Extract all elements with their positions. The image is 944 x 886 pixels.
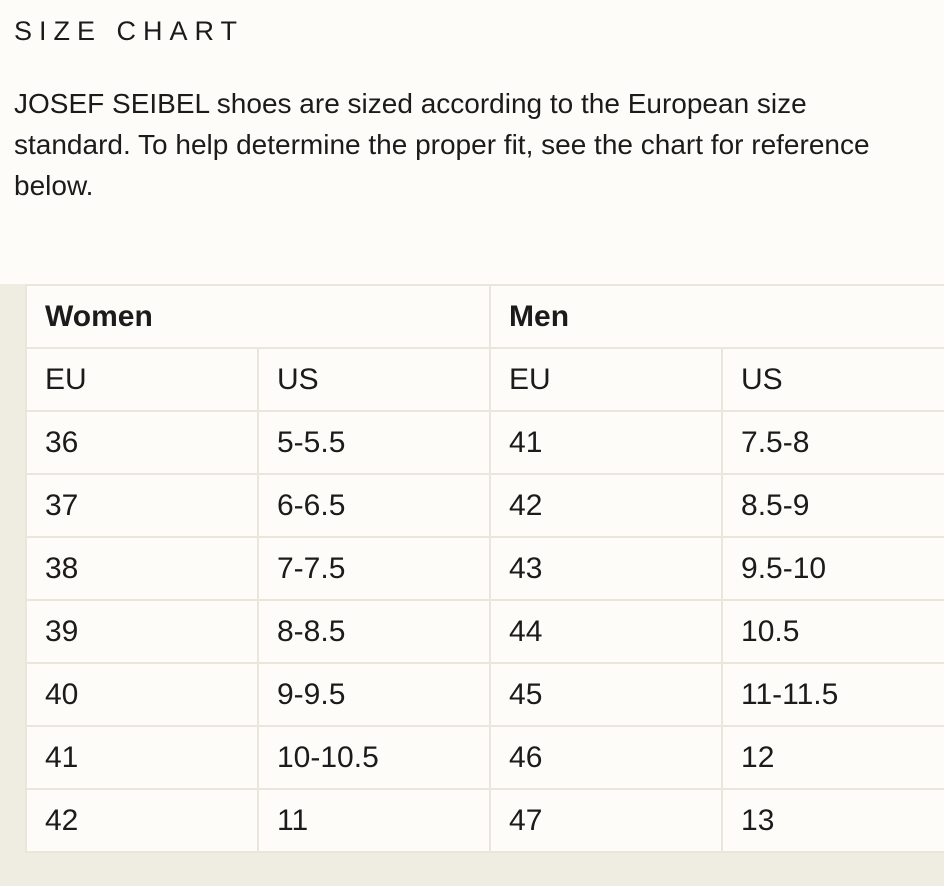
table-row: 42 11 47 13 — [25, 788, 944, 853]
table-row: 36 5-5.5 41 7.5-8 — [25, 410, 944, 475]
column-header-women-eu: EU — [25, 347, 259, 412]
cell-women-us: 7-7.5 — [256, 536, 492, 601]
column-header-men-eu: EU — [489, 347, 724, 412]
table-row: 40 9-9.5 45 11-11.5 — [25, 662, 944, 727]
column-header-row: EU US EU US — [25, 347, 944, 412]
cell-men-eu: 42 — [489, 473, 724, 538]
cell-women-eu: 39 — [25, 599, 259, 664]
cell-men-eu: 43 — [489, 536, 724, 601]
cell-women-eu: 42 — [25, 788, 259, 853]
cell-women-eu: 40 — [25, 662, 259, 727]
cell-men-us: 11-11.5 — [721, 662, 944, 727]
cell-men-eu: 44 — [489, 599, 724, 664]
size-chart-table: Women Men EU US EU US 36 5-5.5 41 7.5-8 — [25, 284, 944, 853]
cell-men-us: 8.5-9 — [721, 473, 944, 538]
table-row: 37 6-6.5 42 8.5-9 — [25, 473, 944, 538]
column-header-women-us: US — [256, 347, 492, 412]
cell-women-us: 10-10.5 — [256, 725, 492, 790]
cell-men-eu: 41 — [489, 410, 724, 475]
cell-women-us: 6-6.5 — [256, 473, 492, 538]
cell-women-eu: 41 — [25, 725, 259, 790]
group-header-men: Men — [489, 284, 944, 349]
table-row: 38 7-7.5 43 9.5-10 — [25, 536, 944, 601]
cell-men-us: 12 — [721, 725, 944, 790]
table-row: 39 8-8.5 44 10.5 — [25, 599, 944, 664]
cell-men-us: 7.5-8 — [721, 410, 944, 475]
cell-women-us: 8-8.5 — [256, 599, 492, 664]
column-header-men-us: US — [721, 347, 944, 412]
cell-women-us: 9-9.5 — [256, 662, 492, 727]
intro-section: SIZE CHART JOSEF SEIBEL shoes are sized … — [0, 0, 944, 206]
size-chart-table-wrapper: Women Men EU US EU US 36 5-5.5 41 7.5-8 — [25, 284, 944, 853]
cell-men-eu: 46 — [489, 725, 724, 790]
cell-women-eu: 38 — [25, 536, 259, 601]
page-description: JOSEF SEIBEL shoes are sized according t… — [14, 88, 870, 201]
cell-men-us: 13 — [721, 788, 944, 853]
cell-men-us: 9.5-10 — [721, 536, 944, 601]
cell-women-us: 5-5.5 — [256, 410, 492, 475]
group-header-women: Women — [25, 284, 492, 349]
cell-men-eu: 45 — [489, 662, 724, 727]
cell-men-us: 10.5 — [721, 599, 944, 664]
table-row: 41 10-10.5 46 12 — [25, 725, 944, 790]
cell-men-eu: 47 — [489, 788, 724, 853]
size-chart-section: Women Men EU US EU US 36 5-5.5 41 7.5-8 — [0, 284, 944, 886]
cell-women-eu: 37 — [25, 473, 259, 538]
group-header-row: Women Men — [25, 284, 944, 349]
cell-women-eu: 36 — [25, 410, 259, 475]
page-title: SIZE CHART — [14, 16, 245, 46]
cell-women-us: 11 — [256, 788, 492, 853]
